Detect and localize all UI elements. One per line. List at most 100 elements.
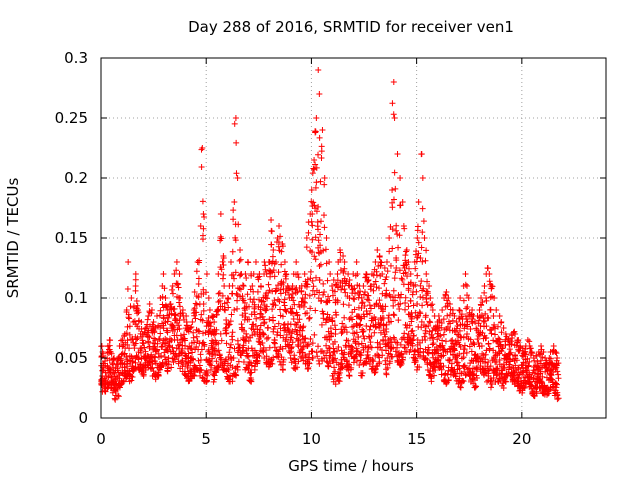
data-point-marker <box>244 291 251 298</box>
data-point-marker <box>356 322 363 329</box>
data-point-marker <box>397 300 404 307</box>
data-point-marker <box>178 349 185 356</box>
data-point-marker <box>227 259 234 265</box>
data-point-marker <box>303 235 310 241</box>
data-point-marker <box>116 343 123 349</box>
data-point-marker <box>451 313 458 319</box>
data-point-marker <box>487 384 494 391</box>
data-point-marker <box>172 312 179 319</box>
data-point-marker <box>471 341 478 348</box>
data-point-marker <box>312 234 319 241</box>
data-point-marker <box>322 246 329 253</box>
data-point-marker <box>168 305 175 312</box>
data-point-marker <box>521 384 528 391</box>
data-point-marker <box>114 365 121 372</box>
data-point-marker <box>423 247 430 254</box>
data-point-marker <box>217 233 224 240</box>
data-point-marker <box>289 305 296 312</box>
data-point-marker <box>118 337 125 344</box>
data-point-marker <box>512 331 519 337</box>
data-point-marker <box>125 311 132 318</box>
data-point-marker <box>386 248 393 255</box>
data-point-marker <box>233 290 240 297</box>
data-point-marker <box>106 342 113 349</box>
data-point-marker <box>214 307 221 313</box>
data-point-marker <box>220 253 227 259</box>
data-point-marker <box>253 315 260 322</box>
data-point-marker <box>138 345 145 352</box>
data-point-marker <box>265 289 272 296</box>
data-point-marker <box>538 343 545 349</box>
data-point-marker <box>226 349 233 356</box>
data-point-marker <box>553 350 560 357</box>
data-point-marker <box>419 258 426 265</box>
data-point-marker <box>420 218 427 225</box>
data-point-marker <box>132 271 139 277</box>
data-point-marker <box>257 314 264 321</box>
data-point-marker <box>351 306 358 313</box>
data-point-marker <box>305 341 312 348</box>
data-point-marker <box>310 165 317 172</box>
data-point-marker <box>275 320 282 327</box>
data-point-marker <box>243 274 250 281</box>
data-point-marker <box>483 297 490 304</box>
data-point-marker <box>384 354 391 361</box>
data-point-marker <box>335 375 342 382</box>
x-tick-label: 0 <box>96 430 106 448</box>
data-point-marker <box>309 348 316 355</box>
data-point-marker <box>472 319 479 325</box>
data-point-marker <box>418 151 425 157</box>
data-point-marker <box>209 314 216 321</box>
data-point-marker <box>390 111 397 118</box>
data-point-marker <box>414 300 421 307</box>
data-point-marker <box>478 343 485 350</box>
data-point-marker <box>237 286 244 293</box>
data-point-marker <box>329 358 336 365</box>
data-point-marker <box>426 328 433 335</box>
data-point-marker <box>422 336 429 343</box>
data-point-marker <box>124 337 131 344</box>
data-point-marker <box>417 282 424 289</box>
data-point-marker <box>209 355 216 362</box>
data-point-marker <box>419 294 426 301</box>
data-point-marker <box>409 337 416 344</box>
data-point-marker <box>199 374 206 381</box>
data-point-marker <box>171 356 178 363</box>
data-point-marker <box>272 288 279 295</box>
data-point-marker <box>361 302 368 309</box>
data-point-marker <box>193 333 200 340</box>
data-point-marker <box>196 362 203 369</box>
data-point-marker <box>428 375 435 382</box>
data-point-marker <box>358 300 365 307</box>
data-point-marker <box>411 348 418 355</box>
data-point-marker <box>440 362 447 369</box>
data-point-marker <box>312 161 319 168</box>
data-point-marker <box>484 265 491 271</box>
data-point-marker <box>272 302 279 309</box>
data-point-marker <box>427 295 434 301</box>
data-point-marker <box>488 330 495 337</box>
data-point-marker <box>405 303 412 310</box>
data-point-marker <box>252 259 259 265</box>
data-point-marker <box>145 333 152 340</box>
data-point-marker <box>313 208 320 215</box>
data-point-marker <box>169 344 176 351</box>
data-point-marker <box>141 344 148 351</box>
data-point-marker <box>314 353 321 360</box>
data-point-marker <box>550 369 557 376</box>
data-point-marker <box>331 338 338 345</box>
data-point-marker <box>385 312 392 319</box>
data-point-marker <box>263 335 270 342</box>
data-point-marker <box>400 354 407 361</box>
data-point-marker <box>254 288 261 295</box>
data-point-marker <box>227 341 234 348</box>
data-point-marker <box>225 375 232 382</box>
data-point-marker <box>213 326 220 333</box>
data-point-marker <box>352 353 359 360</box>
data-point-marker <box>547 375 554 382</box>
data-point-marker <box>316 289 323 296</box>
data-point-marker <box>160 322 167 329</box>
data-point-marker <box>175 322 182 329</box>
data-point-marker <box>108 374 115 381</box>
data-point-marker <box>380 336 387 343</box>
